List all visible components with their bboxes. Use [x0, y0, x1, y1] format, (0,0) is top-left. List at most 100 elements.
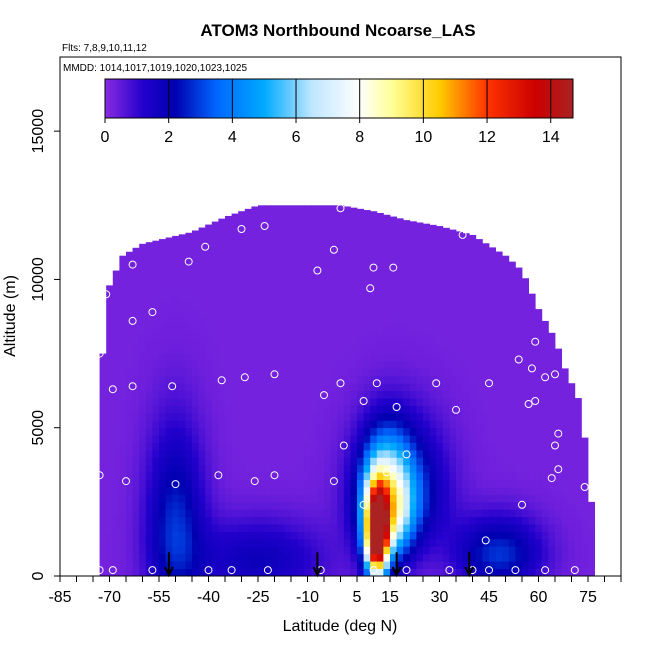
heatmap-cell [429, 309, 437, 317]
colorbar-segment [511, 79, 514, 118]
heatmap-cell [449, 524, 457, 532]
heatmap-cell [304, 516, 312, 525]
heatmap-cell [178, 531, 186, 540]
heatmap-cell [271, 494, 279, 503]
heatmap-cell [330, 472, 338, 481]
heatmap-cell [535, 472, 543, 481]
profile-marker-arrowhead [312, 566, 323, 578]
heatmap-cell [185, 257, 193, 265]
heatmap-cell [508, 398, 516, 406]
colorbar-segment [333, 79, 336, 118]
heatmap-cell [119, 331, 127, 340]
heatmap-cell [376, 398, 384, 406]
heatmap-cell [383, 360, 391, 369]
heatmap-cell [205, 538, 213, 547]
sample-point [128, 382, 137, 391]
heatmap-cell [291, 383, 298, 392]
heatmap-cell [515, 531, 523, 540]
heatmap-cell [277, 301, 285, 310]
heatmap-cell [383, 435, 391, 443]
heatmap-cell [205, 457, 213, 466]
heatmap-cell [442, 249, 450, 258]
heatmap-cell [370, 531, 378, 540]
heatmap-cell [192, 553, 199, 562]
heatmap-cell [515, 516, 523, 525]
heatmap-cell [165, 501, 173, 510]
heatmap-cell [297, 331, 305, 340]
heatmap-cell [416, 353, 424, 362]
heatmap-cell [317, 442, 325, 451]
heatmap-cell [231, 249, 239, 258]
colorbar-segment [377, 79, 380, 118]
sample-point [108, 566, 117, 575]
heatmap-cell [159, 464, 166, 473]
heatmap-cell [178, 494, 186, 503]
heatmap-cell [192, 309, 199, 317]
heatmap-cell [297, 316, 305, 325]
heatmap-cell [541, 412, 549, 421]
heatmap-cell [337, 546, 345, 555]
x-tick-label: -25 [246, 589, 269, 606]
heatmap-cell [159, 383, 166, 392]
colorbar-segment [459, 79, 462, 118]
heatmap-cell [205, 553, 213, 562]
heatmap-cell [502, 568, 510, 577]
heatmap-cell [218, 257, 226, 265]
heatmap-cell [436, 368, 444, 377]
heatmap-cell [291, 301, 298, 310]
heatmap-cell [522, 301, 529, 310]
heatmap-cell [409, 501, 417, 510]
heatmap-cell [178, 561, 186, 569]
heatmap-cell [211, 479, 219, 488]
heatmap-cell [568, 531, 576, 540]
heatmap-cell [291, 286, 298, 295]
heatmap-cell [152, 412, 160, 421]
heatmap-cell [383, 479, 391, 488]
heatmap-cell [581, 524, 589, 532]
heatmap-cell [277, 309, 285, 317]
heatmap-cell [304, 479, 312, 488]
heatmap-cell [185, 449, 193, 458]
colorbar-segment [521, 79, 524, 118]
heatmap-cell [271, 205, 279, 214]
heatmap-cell [581, 449, 589, 458]
heatmap-cell [244, 524, 252, 532]
heatmap-cell [277, 553, 285, 562]
heatmap-cell [515, 390, 523, 399]
heatmap-cell [172, 316, 180, 325]
colorbar-segment [193, 79, 196, 118]
heatmap-cell [198, 405, 206, 414]
colorbar-segment [565, 79, 568, 118]
heatmap-cell [363, 427, 371, 436]
heatmap-cell [119, 353, 127, 362]
heatmap-cell [165, 309, 173, 317]
heatmap-cell [126, 568, 133, 577]
heatmap-cell [475, 457, 483, 466]
heatmap-cell [330, 294, 338, 303]
heatmap-cell [508, 390, 516, 399]
heatmap-cell [456, 368, 463, 377]
heatmap-cell [264, 472, 272, 481]
heatmap-cell [515, 546, 523, 555]
heatmap-cell [436, 346, 444, 354]
heatmap-cell [291, 398, 298, 406]
heatmap-cell [416, 509, 424, 518]
heatmap-cell [277, 286, 285, 295]
heatmap-cell [456, 383, 463, 392]
heatmap-cell [284, 398, 292, 406]
heatmap-cell [139, 553, 147, 562]
heatmap-cell [205, 309, 213, 317]
heatmap-cell [119, 457, 127, 466]
heatmap-cell [244, 457, 252, 466]
heatmap-cell [343, 227, 351, 236]
heatmap-cell [277, 294, 285, 303]
heatmap-cell [350, 212, 358, 221]
heatmap-cell [515, 338, 523, 347]
heatmap-cell [317, 516, 325, 525]
heatmap-cell [541, 435, 549, 443]
heatmap-cell [495, 464, 503, 473]
heatmap-cell [574, 561, 582, 569]
heatmap-cell [376, 323, 384, 332]
heatmap-cell [442, 316, 450, 325]
heatmap-cell [535, 546, 543, 555]
